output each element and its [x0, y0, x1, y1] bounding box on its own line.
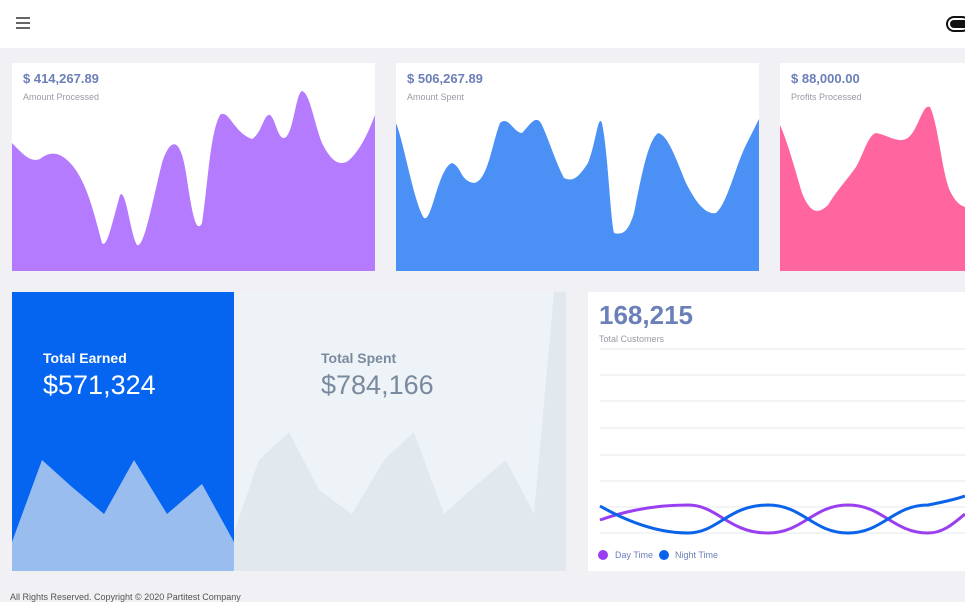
card: $ 506,267.89 Amount Spent: [396, 63, 759, 271]
card: $ 88,000.00 Profits Processed: [780, 63, 965, 271]
area-chart: [12, 460, 234, 571]
legend-label: Day Time: [615, 550, 654, 560]
card-value: $ 414,267.89: [23, 71, 99, 86]
legend-dot: [598, 550, 608, 560]
card-label: Amount Spent: [407, 92, 465, 102]
footer: All Rights Reserved. Copyright © 2020 Pa…: [10, 592, 241, 602]
top-bar: [0, 0, 965, 48]
toggle-icon[interactable]: [946, 16, 965, 32]
total-title: Total Spent: [321, 350, 397, 366]
series-line: [599, 503, 965, 535]
earned-panel: Total Earned $571,324: [12, 292, 234, 571]
menu-icon[interactable]: [16, 17, 30, 29]
area-chart: [234, 292, 566, 571]
total-title: Total Earned: [43, 350, 127, 366]
customers-card: 168,215 Total Customers Day Time Night T…: [588, 292, 965, 571]
card-value: $ 506,267.89: [407, 71, 483, 86]
area-chart: [396, 119, 759, 271]
area-chart: [12, 91, 375, 271]
total-value: $571,324: [43, 370, 156, 400]
customers-label: Total Customers: [599, 334, 665, 344]
customers-value: 168,215: [599, 300, 693, 330]
card-label: Profits Processed: [791, 92, 862, 102]
total-value: $784,166: [321, 370, 434, 400]
card-value: $ 88,000.00: [791, 71, 860, 86]
card-label: Amount Processed: [23, 92, 100, 102]
series-line: [599, 494, 965, 535]
legend-label: Night Time: [675, 550, 719, 560]
spent-panel: Total Spent $784,166: [234, 292, 566, 571]
card: $ 414,267.89 Amount Processed: [12, 63, 375, 271]
line-chart: [598, 348, 965, 560]
legend-dot: [659, 550, 669, 560]
area-chart: [780, 106, 965, 271]
